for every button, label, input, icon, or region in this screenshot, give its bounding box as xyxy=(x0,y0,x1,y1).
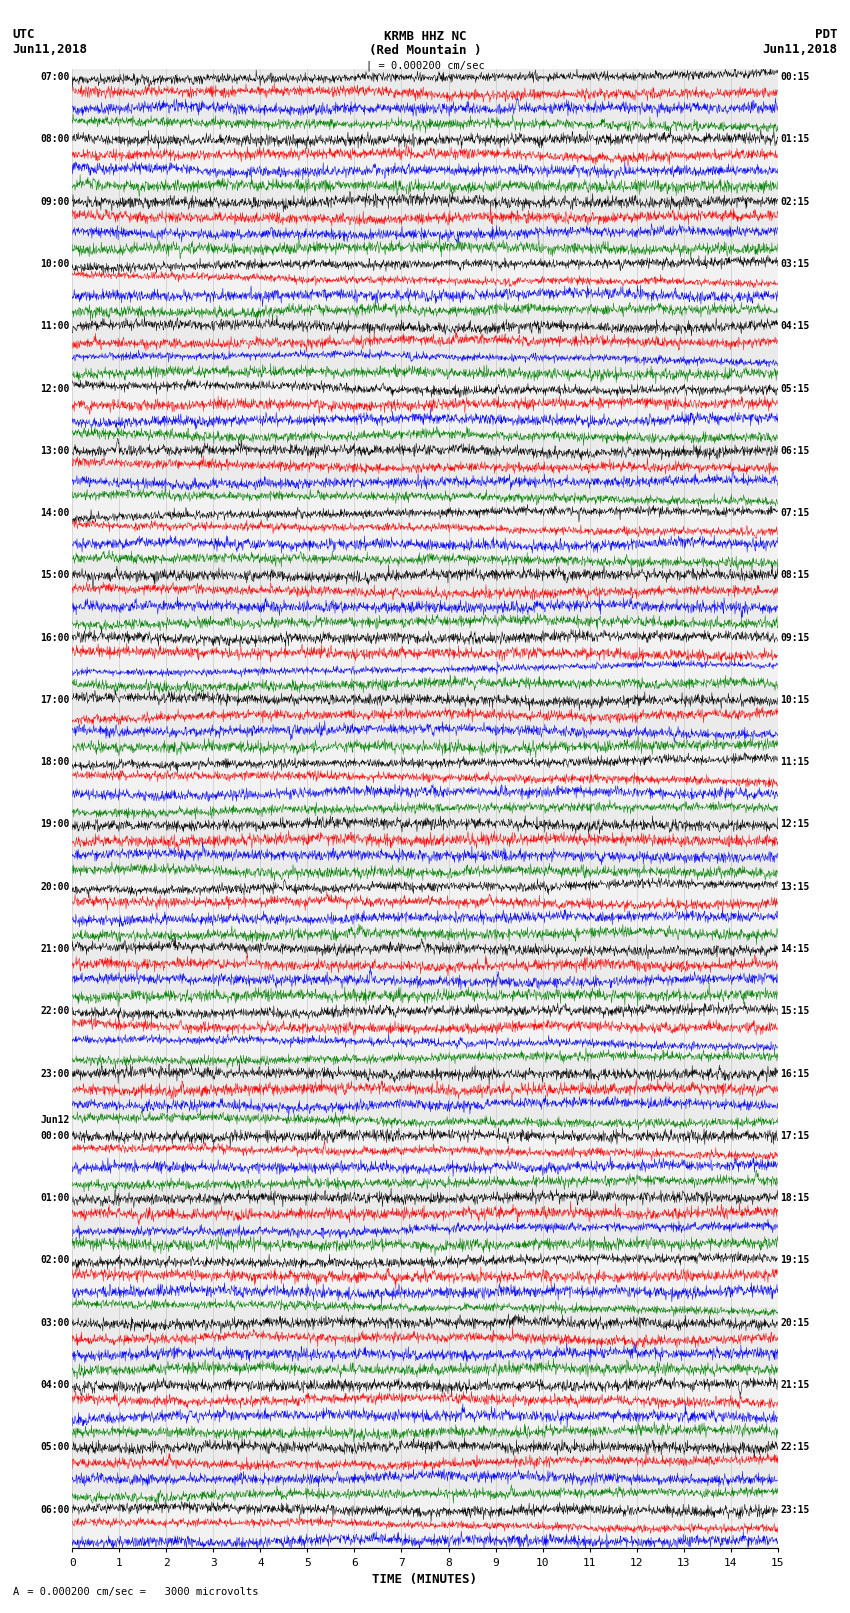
Bar xyxy=(72,1432,778,1494)
Bar xyxy=(72,747,778,810)
Text: 20:15: 20:15 xyxy=(780,1318,810,1327)
Text: 18:15: 18:15 xyxy=(780,1194,810,1203)
Bar xyxy=(72,934,778,995)
Bar xyxy=(72,1307,778,1369)
Bar xyxy=(72,311,778,373)
Bar xyxy=(72,185,778,248)
Bar xyxy=(72,810,778,871)
Text: 14:15: 14:15 xyxy=(780,944,810,953)
Text: = 0.000200 cm/sec =   3000 microvolts: = 0.000200 cm/sec = 3000 microvolts xyxy=(21,1587,258,1597)
Text: (Red Mountain ): (Red Mountain ) xyxy=(369,44,481,58)
Text: 19:00: 19:00 xyxy=(40,819,70,829)
Text: Jun12: Jun12 xyxy=(40,1115,70,1126)
X-axis label: TIME (MINUTES): TIME (MINUTES) xyxy=(372,1573,478,1586)
Text: 17:00: 17:00 xyxy=(40,695,70,705)
Text: PDT: PDT xyxy=(815,27,837,40)
Text: 12:15: 12:15 xyxy=(780,819,810,829)
Text: 04:00: 04:00 xyxy=(40,1381,70,1390)
Text: 02:00: 02:00 xyxy=(40,1255,70,1266)
Bar xyxy=(72,1058,778,1121)
Bar xyxy=(72,684,778,747)
Bar xyxy=(72,1121,778,1182)
Text: 22:00: 22:00 xyxy=(40,1007,70,1016)
Bar xyxy=(72,1494,778,1540)
Text: 11:00: 11:00 xyxy=(40,321,70,331)
Bar xyxy=(72,373,778,436)
Text: 13:00: 13:00 xyxy=(40,445,70,456)
Bar xyxy=(72,497,778,560)
Text: 18:00: 18:00 xyxy=(40,756,70,768)
Text: A: A xyxy=(13,1587,19,1597)
Text: 15:00: 15:00 xyxy=(40,571,70,581)
Text: 10:00: 10:00 xyxy=(40,260,70,269)
Bar xyxy=(72,1245,778,1307)
Text: 05:15: 05:15 xyxy=(780,384,810,394)
Bar xyxy=(72,623,778,684)
Text: 05:00: 05:00 xyxy=(40,1442,70,1452)
Text: 07:00: 07:00 xyxy=(40,73,70,82)
Text: 12:00: 12:00 xyxy=(40,384,70,394)
Text: 06:15: 06:15 xyxy=(780,445,810,456)
Text: 10:15: 10:15 xyxy=(780,695,810,705)
Bar xyxy=(72,560,778,623)
Text: 13:15: 13:15 xyxy=(780,882,810,892)
Text: 11:15: 11:15 xyxy=(780,756,810,768)
Bar xyxy=(72,248,778,311)
Bar xyxy=(72,1369,778,1432)
Bar xyxy=(72,436,778,497)
Text: Jun11,2018: Jun11,2018 xyxy=(762,42,837,56)
Text: 09:15: 09:15 xyxy=(780,632,810,642)
Text: 16:15: 16:15 xyxy=(780,1068,810,1079)
Text: 20:00: 20:00 xyxy=(40,882,70,892)
Text: 00:15: 00:15 xyxy=(780,73,810,82)
Text: 00:00: 00:00 xyxy=(40,1131,70,1140)
Text: 01:15: 01:15 xyxy=(780,134,810,145)
Text: 01:00: 01:00 xyxy=(40,1194,70,1203)
Text: KRMB HHZ NC: KRMB HHZ NC xyxy=(383,29,467,44)
Text: 08:15: 08:15 xyxy=(780,571,810,581)
Text: | = 0.000200 cm/sec: | = 0.000200 cm/sec xyxy=(366,60,484,71)
Text: 09:00: 09:00 xyxy=(40,197,70,206)
Text: 03:00: 03:00 xyxy=(40,1318,70,1327)
Text: 07:15: 07:15 xyxy=(780,508,810,518)
Text: Jun11,2018: Jun11,2018 xyxy=(13,42,88,56)
Text: 06:00: 06:00 xyxy=(40,1505,70,1515)
Text: UTC: UTC xyxy=(13,27,35,40)
Text: 14:00: 14:00 xyxy=(40,508,70,518)
Bar xyxy=(72,124,778,185)
Text: 23:00: 23:00 xyxy=(40,1068,70,1079)
Text: 22:15: 22:15 xyxy=(780,1442,810,1452)
Text: 03:15: 03:15 xyxy=(780,260,810,269)
Text: 02:15: 02:15 xyxy=(780,197,810,206)
Text: 04:15: 04:15 xyxy=(780,321,810,331)
Text: 08:00: 08:00 xyxy=(40,134,70,145)
Bar xyxy=(72,871,778,934)
Text: 21:00: 21:00 xyxy=(40,944,70,953)
Text: 15:15: 15:15 xyxy=(780,1007,810,1016)
Text: 16:00: 16:00 xyxy=(40,632,70,642)
Bar xyxy=(72,1182,778,1245)
Bar xyxy=(72,995,778,1058)
Text: 19:15: 19:15 xyxy=(780,1255,810,1266)
Text: 23:15: 23:15 xyxy=(780,1505,810,1515)
Text: 17:15: 17:15 xyxy=(780,1131,810,1140)
Text: 21:15: 21:15 xyxy=(780,1381,810,1390)
Bar xyxy=(72,61,778,124)
